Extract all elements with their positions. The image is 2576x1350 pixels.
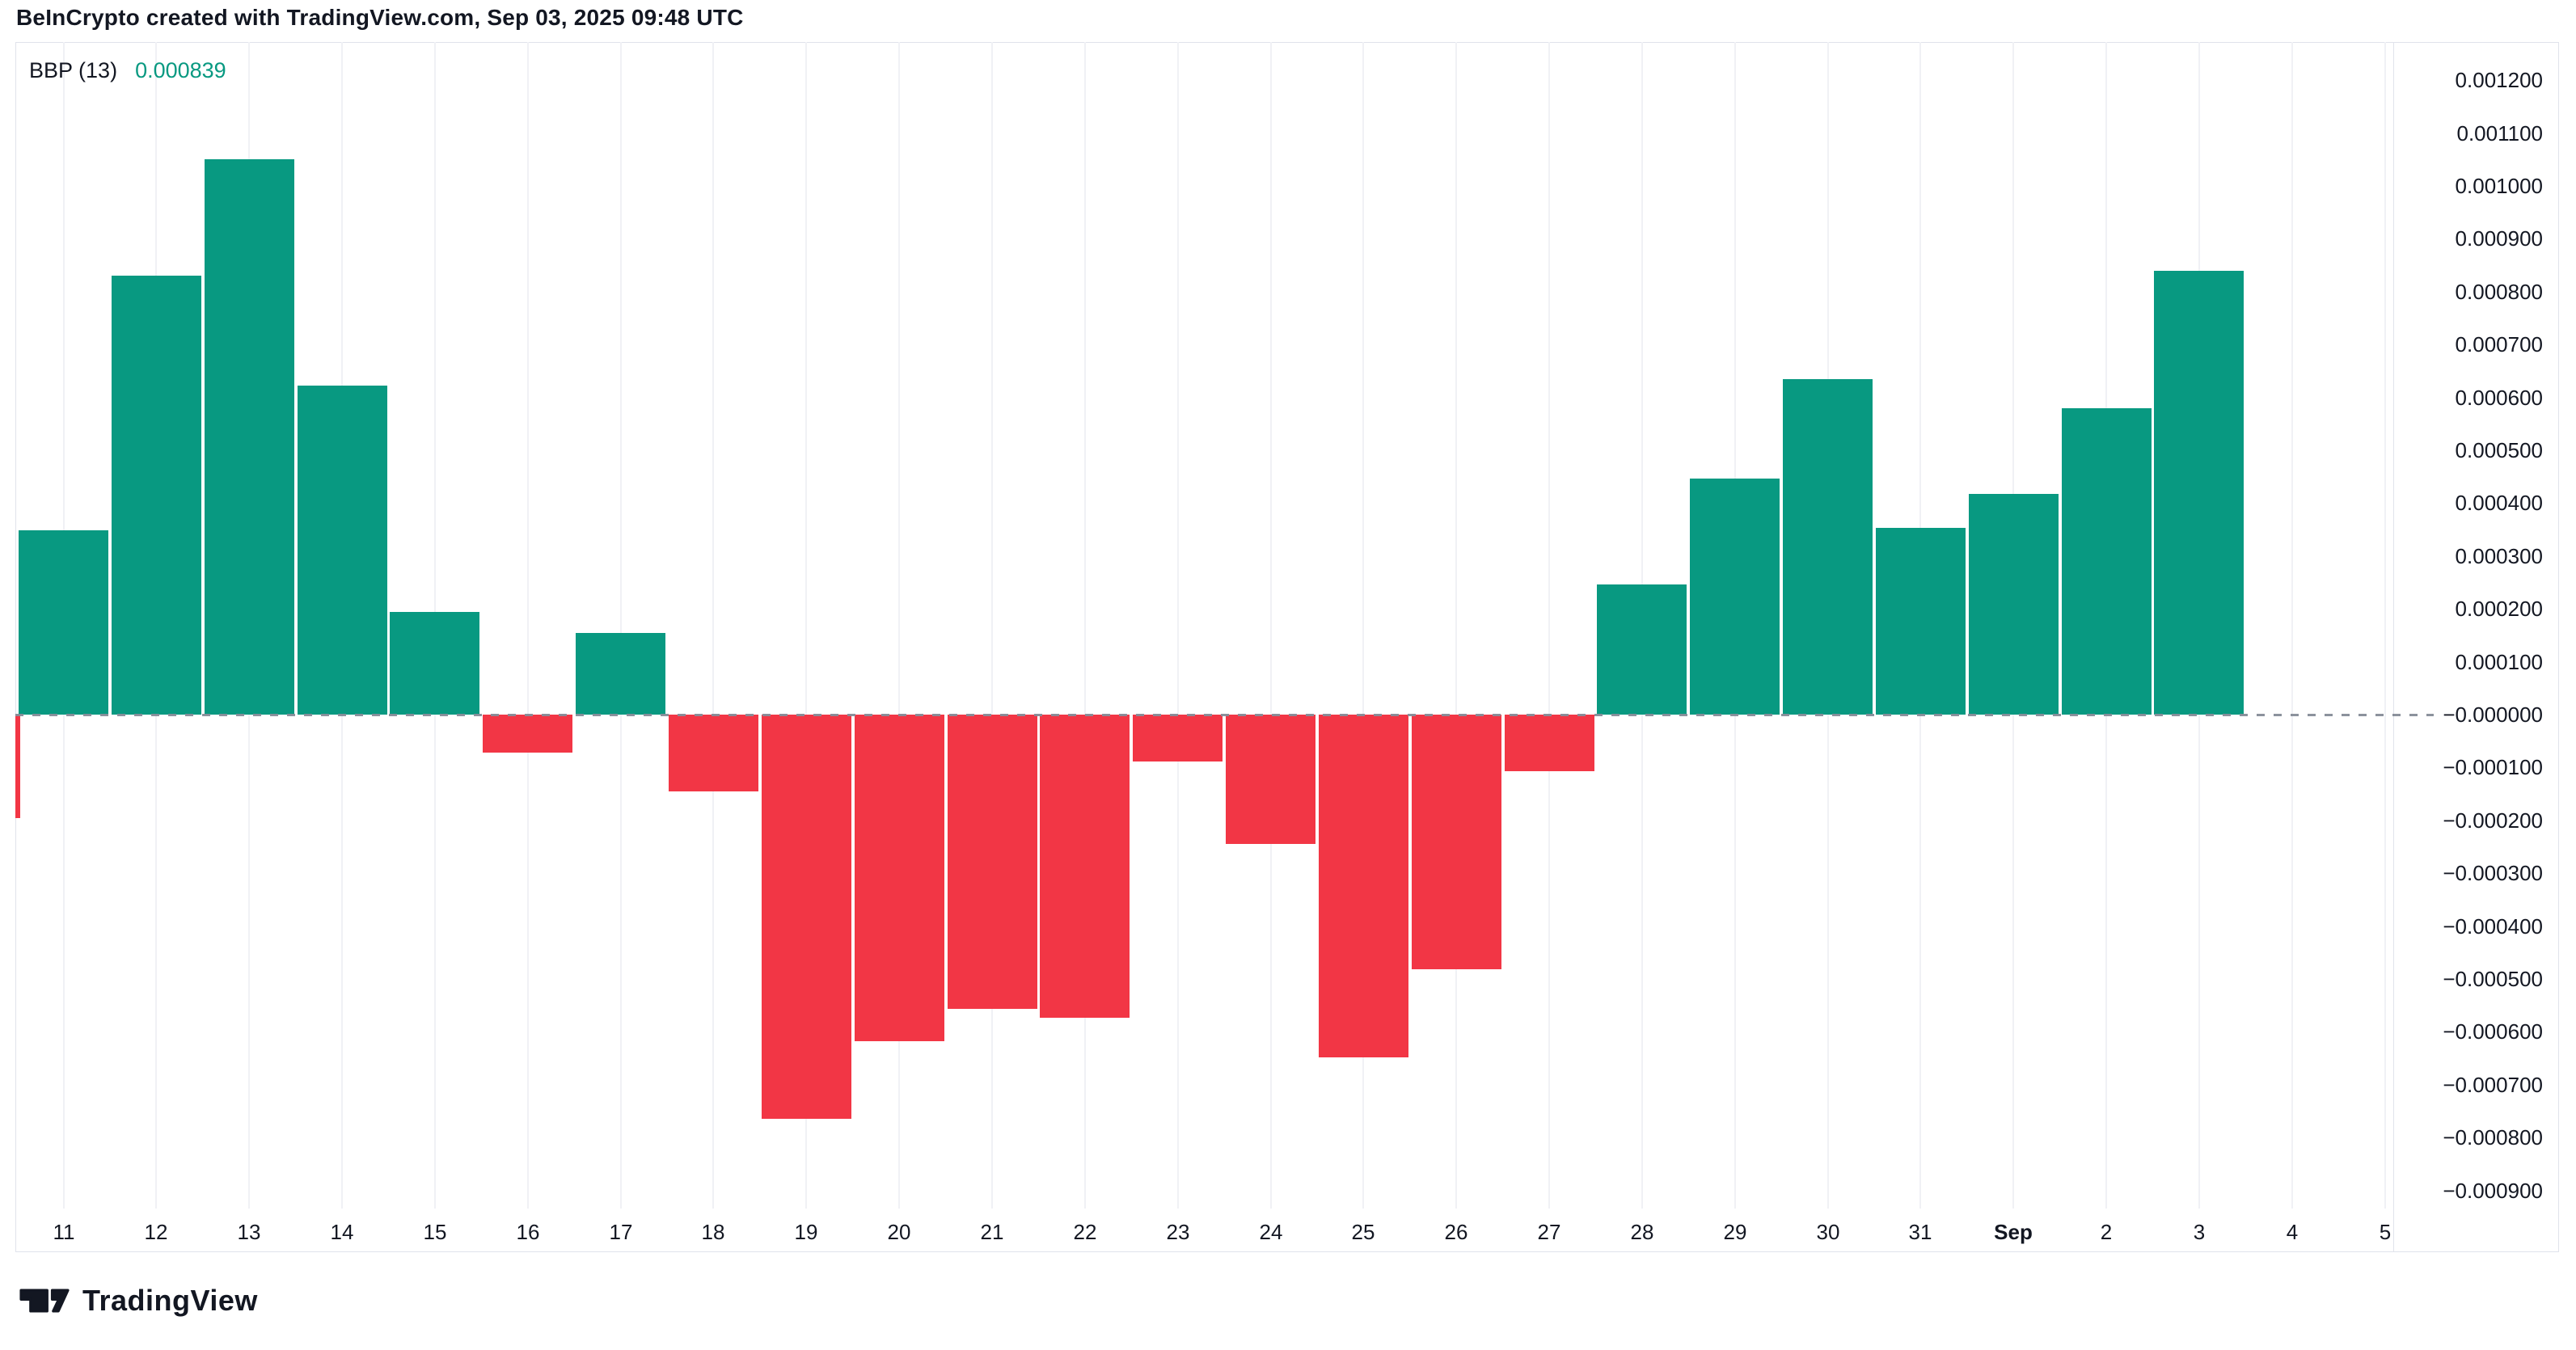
date-label-31: 31 bbox=[1908, 1220, 1932, 1244]
gridline-27 bbox=[1548, 42, 1551, 1209]
histogram-bar-24[interactable] bbox=[1226, 715, 1315, 844]
gridline-5 bbox=[2384, 42, 2386, 1209]
gridline-24 bbox=[1269, 42, 1272, 1209]
date-label-30: 30 bbox=[1816, 1220, 1840, 1244]
histogram-bar-10-clipped[interactable] bbox=[15, 715, 20, 818]
price-label-−0.000000: −0.000000 bbox=[2443, 702, 2543, 727]
date-label-19: 19 bbox=[794, 1220, 818, 1244]
date-label-12: 12 bbox=[144, 1220, 168, 1244]
date-label-2: 2 bbox=[2100, 1220, 2113, 1244]
price-label-−0.000600: −0.000600 bbox=[2443, 1019, 2543, 1044]
indicator-value: 0.000839 bbox=[135, 58, 226, 82]
gridline-26 bbox=[1455, 42, 1458, 1209]
histogram-bar-Sep[interactable] bbox=[1969, 494, 2059, 715]
tradingview-logo-icon bbox=[19, 1288, 70, 1314]
price-label-−0.000300: −0.000300 bbox=[2443, 861, 2543, 885]
price-label-−0.000700: −0.000700 bbox=[2443, 1073, 2543, 1097]
zero-line bbox=[15, 714, 2434, 716]
date-label-18: 18 bbox=[701, 1220, 725, 1244]
date-label-14: 14 bbox=[330, 1220, 354, 1244]
price-label-0.001200: 0.001200 bbox=[2455, 68, 2543, 92]
date-label-28: 28 bbox=[1630, 1220, 1654, 1244]
date-label-13: 13 bbox=[237, 1220, 261, 1244]
histogram-bar-27[interactable] bbox=[1505, 715, 1594, 771]
date-label-11: 11 bbox=[53, 1220, 75, 1244]
tradingview-logo-text: TradingView bbox=[82, 1284, 258, 1317]
price-label-0.000700: 0.000700 bbox=[2455, 332, 2543, 356]
price-label-0.001000: 0.001000 bbox=[2455, 174, 2543, 198]
price-label-0.000200: 0.000200 bbox=[2455, 597, 2543, 621]
histogram-bar-25[interactable] bbox=[1319, 715, 1408, 1057]
gridline-23 bbox=[1176, 42, 1179, 1209]
histogram-bar-26[interactable] bbox=[1412, 715, 1501, 969]
gridline-17 bbox=[619, 42, 622, 1209]
date-label-27: 27 bbox=[1537, 1220, 1561, 1244]
gridline-16 bbox=[526, 42, 529, 1209]
date-label-24: 24 bbox=[1259, 1220, 1283, 1244]
date-label-4: 4 bbox=[2286, 1220, 2299, 1244]
date-label-16: 16 bbox=[516, 1220, 540, 1244]
date-label-26: 26 bbox=[1444, 1220, 1468, 1244]
price-label-0.000300: 0.000300 bbox=[2455, 544, 2543, 568]
price-label-0.000900: 0.000900 bbox=[2455, 226, 2543, 251]
price-label-0.001100: 0.001100 bbox=[2456, 121, 2543, 146]
histogram-bar-2[interactable] bbox=[2062, 408, 2152, 715]
histogram-bar-30[interactable] bbox=[1783, 379, 1873, 715]
gridline-18 bbox=[712, 42, 715, 1209]
plot-area[interactable] bbox=[15, 42, 2393, 1209]
histogram-bar-16[interactable] bbox=[483, 715, 572, 753]
gridline-22 bbox=[1083, 42, 1086, 1209]
chart-title: BeInCrypto created with TradingView.com,… bbox=[16, 5, 744, 30]
price-label-−0.000200: −0.000200 bbox=[2443, 808, 2543, 833]
histogram-bar-21[interactable] bbox=[948, 715, 1037, 1009]
histogram-bar-19[interactable] bbox=[762, 715, 851, 1119]
date-label-22: 22 bbox=[1073, 1220, 1097, 1244]
price-label-0.000500: 0.000500 bbox=[2455, 438, 2543, 462]
date-label-17: 17 bbox=[609, 1220, 633, 1244]
histogram-bar-13[interactable] bbox=[205, 159, 294, 715]
gridline-19 bbox=[805, 42, 808, 1209]
price-label-−0.000500: −0.000500 bbox=[2443, 967, 2543, 991]
gridline-4 bbox=[2291, 42, 2293, 1209]
histogram-bar-22[interactable] bbox=[1040, 715, 1130, 1018]
date-label-Sep: Sep bbox=[1994, 1220, 2033, 1244]
tradingview-logo[interactable]: TradingView bbox=[19, 1284, 258, 1318]
gridline-25 bbox=[1362, 42, 1365, 1209]
price-label-0.000800: 0.000800 bbox=[2455, 280, 2543, 304]
histogram-bar-17[interactable] bbox=[576, 633, 665, 715]
histogram-bar-14[interactable] bbox=[298, 386, 387, 715]
price-label-0.000400: 0.000400 bbox=[2455, 491, 2543, 515]
histogram-bar-11[interactable] bbox=[19, 530, 108, 715]
price-label-−0.000100: −0.000100 bbox=[2443, 755, 2543, 779]
date-label-21: 21 bbox=[980, 1220, 1004, 1244]
histogram-bar-15[interactable] bbox=[390, 612, 479, 715]
histogram-bar-31[interactable] bbox=[1876, 528, 1966, 715]
histogram-bar-28[interactable] bbox=[1597, 584, 1687, 715]
date-label-25: 25 bbox=[1351, 1220, 1375, 1244]
histogram-bar-12[interactable] bbox=[112, 276, 201, 715]
price-label-0.000600: 0.000600 bbox=[2455, 386, 2543, 410]
price-scale-border bbox=[2393, 42, 2394, 1252]
date-label-5: 5 bbox=[2379, 1220, 2392, 1244]
price-label-−0.000400: −0.000400 bbox=[2443, 914, 2543, 939]
histogram-bar-23[interactable] bbox=[1133, 715, 1223, 761]
date-label-23: 23 bbox=[1166, 1220, 1190, 1244]
histogram-bar-18[interactable] bbox=[669, 715, 758, 791]
indicator-name: BBP (13) bbox=[29, 58, 118, 82]
date-label-29: 29 bbox=[1723, 1220, 1747, 1244]
price-label-−0.000800: −0.000800 bbox=[2443, 1125, 2543, 1150]
price-label-−0.000900: −0.000900 bbox=[2443, 1179, 2543, 1203]
histogram-bar-3[interactable] bbox=[2154, 271, 2244, 715]
gridline-20 bbox=[898, 42, 901, 1209]
date-label-15: 15 bbox=[423, 1220, 447, 1244]
date-label-20: 20 bbox=[887, 1220, 911, 1244]
indicator-legend: BBP (13) 0.000839 bbox=[29, 58, 226, 83]
price-label-0.000100: 0.000100 bbox=[2455, 650, 2543, 674]
gridline-21 bbox=[991, 42, 993, 1209]
histogram-bar-29[interactable] bbox=[1690, 479, 1780, 715]
histogram-bar-20[interactable] bbox=[855, 715, 944, 1041]
date-label-3: 3 bbox=[2193, 1220, 2206, 1244]
